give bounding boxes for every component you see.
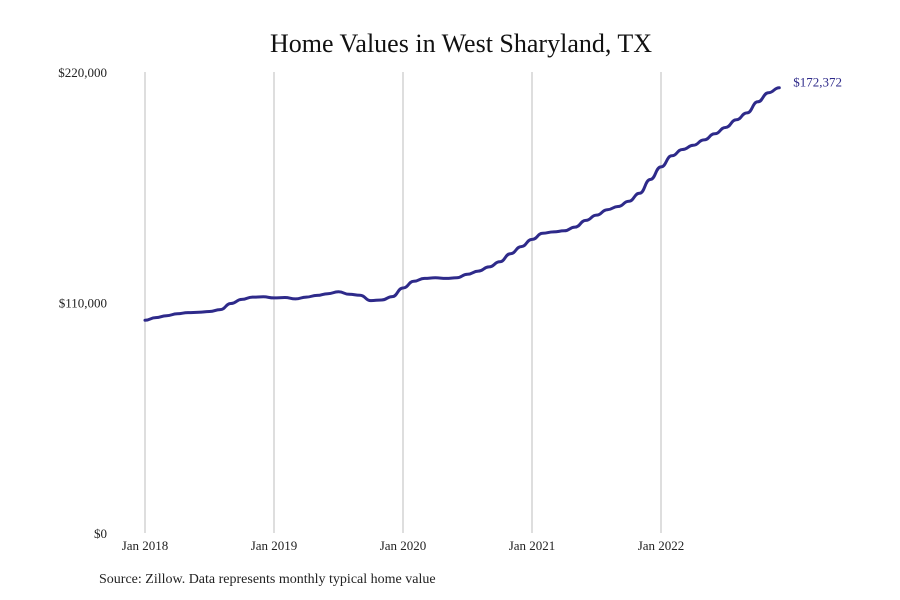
data-point bbox=[380, 298, 383, 302]
y-tick-label: $110,000 bbox=[59, 296, 107, 311]
data-point bbox=[745, 111, 749, 115]
data-point bbox=[434, 276, 437, 279]
end-value-label: $172,372 bbox=[793, 75, 842, 90]
x-tick-label: Jan 2020 bbox=[380, 538, 427, 553]
data-point bbox=[348, 293, 351, 296]
data-point bbox=[240, 298, 243, 301]
data-point bbox=[509, 252, 512, 255]
data-point bbox=[767, 91, 770, 94]
data-point bbox=[520, 245, 523, 248]
data-point bbox=[477, 269, 480, 273]
data-point bbox=[487, 265, 491, 269]
chart-title: Home Values in West Sharyland, TX bbox=[270, 29, 652, 58]
data-point bbox=[563, 229, 566, 232]
data-point bbox=[702, 138, 706, 142]
data-point bbox=[283, 296, 286, 299]
data-point bbox=[649, 178, 652, 181]
data-point bbox=[584, 219, 587, 222]
data-point bbox=[638, 192, 641, 195]
data-point bbox=[219, 308, 222, 311]
x-tick-label: Jan 2018 bbox=[122, 538, 169, 553]
grid-lines bbox=[144, 72, 662, 533]
data-point bbox=[369, 299, 372, 302]
x-tick-label: Jan 2022 bbox=[638, 538, 685, 553]
data-point bbox=[455, 276, 458, 279]
data-point bbox=[251, 295, 254, 299]
x-tick-label: Jan 2019 bbox=[251, 538, 298, 553]
data-point bbox=[412, 280, 415, 283]
data-point bbox=[165, 314, 168, 317]
data-point bbox=[530, 238, 534, 241]
data-point bbox=[358, 294, 362, 297]
data-point bbox=[143, 319, 147, 322]
data-point bbox=[670, 154, 673, 157]
data-point bbox=[616, 205, 620, 208]
data-point bbox=[272, 296, 276, 300]
data-point bbox=[724, 126, 727, 129]
data-point bbox=[627, 200, 630, 203]
source-note: Source: Zillow. Data represents monthly … bbox=[99, 572, 436, 587]
data-point bbox=[305, 295, 308, 299]
data-point bbox=[778, 86, 781, 89]
data-point bbox=[659, 165, 663, 169]
data-point bbox=[552, 230, 555, 234]
data-point bbox=[466, 273, 469, 276]
data-point bbox=[326, 292, 329, 295]
data-point bbox=[208, 310, 211, 313]
data-point bbox=[498, 260, 501, 263]
data-point bbox=[176, 312, 179, 315]
series-line-home-value bbox=[143, 86, 781, 322]
y-tick-label: $0 bbox=[94, 526, 107, 541]
data-point bbox=[154, 316, 157, 319]
data-point bbox=[391, 295, 394, 298]
x-tick-label: Jan 2021 bbox=[509, 538, 556, 553]
data-point bbox=[713, 132, 716, 135]
data-point bbox=[186, 311, 190, 314]
data-point bbox=[294, 297, 297, 301]
data-point bbox=[756, 100, 759, 104]
data-point bbox=[444, 277, 448, 280]
data-point bbox=[401, 286, 405, 290]
data-point bbox=[735, 118, 738, 122]
data-point bbox=[337, 290, 340, 293]
data-point bbox=[541, 232, 544, 235]
data-point bbox=[423, 277, 426, 280]
y-axis-ticks: $0 $110,000 $220,000 bbox=[58, 65, 107, 541]
data-point bbox=[692, 144, 695, 147]
data-point bbox=[229, 302, 233, 305]
data-point bbox=[573, 225, 577, 229]
data-point bbox=[197, 311, 200, 314]
y-tick-label: $220,000 bbox=[58, 65, 107, 80]
x-axis-ticks: Jan 2018 Jan 2019 Jan 2020 Jan 2021 Jan 2022 bbox=[122, 538, 685, 553]
data-point bbox=[681, 148, 684, 151]
data-point bbox=[262, 295, 265, 298]
data-point bbox=[606, 208, 609, 211]
data-point bbox=[595, 213, 598, 217]
data-point bbox=[315, 294, 319, 297]
data-points bbox=[143, 86, 781, 322]
